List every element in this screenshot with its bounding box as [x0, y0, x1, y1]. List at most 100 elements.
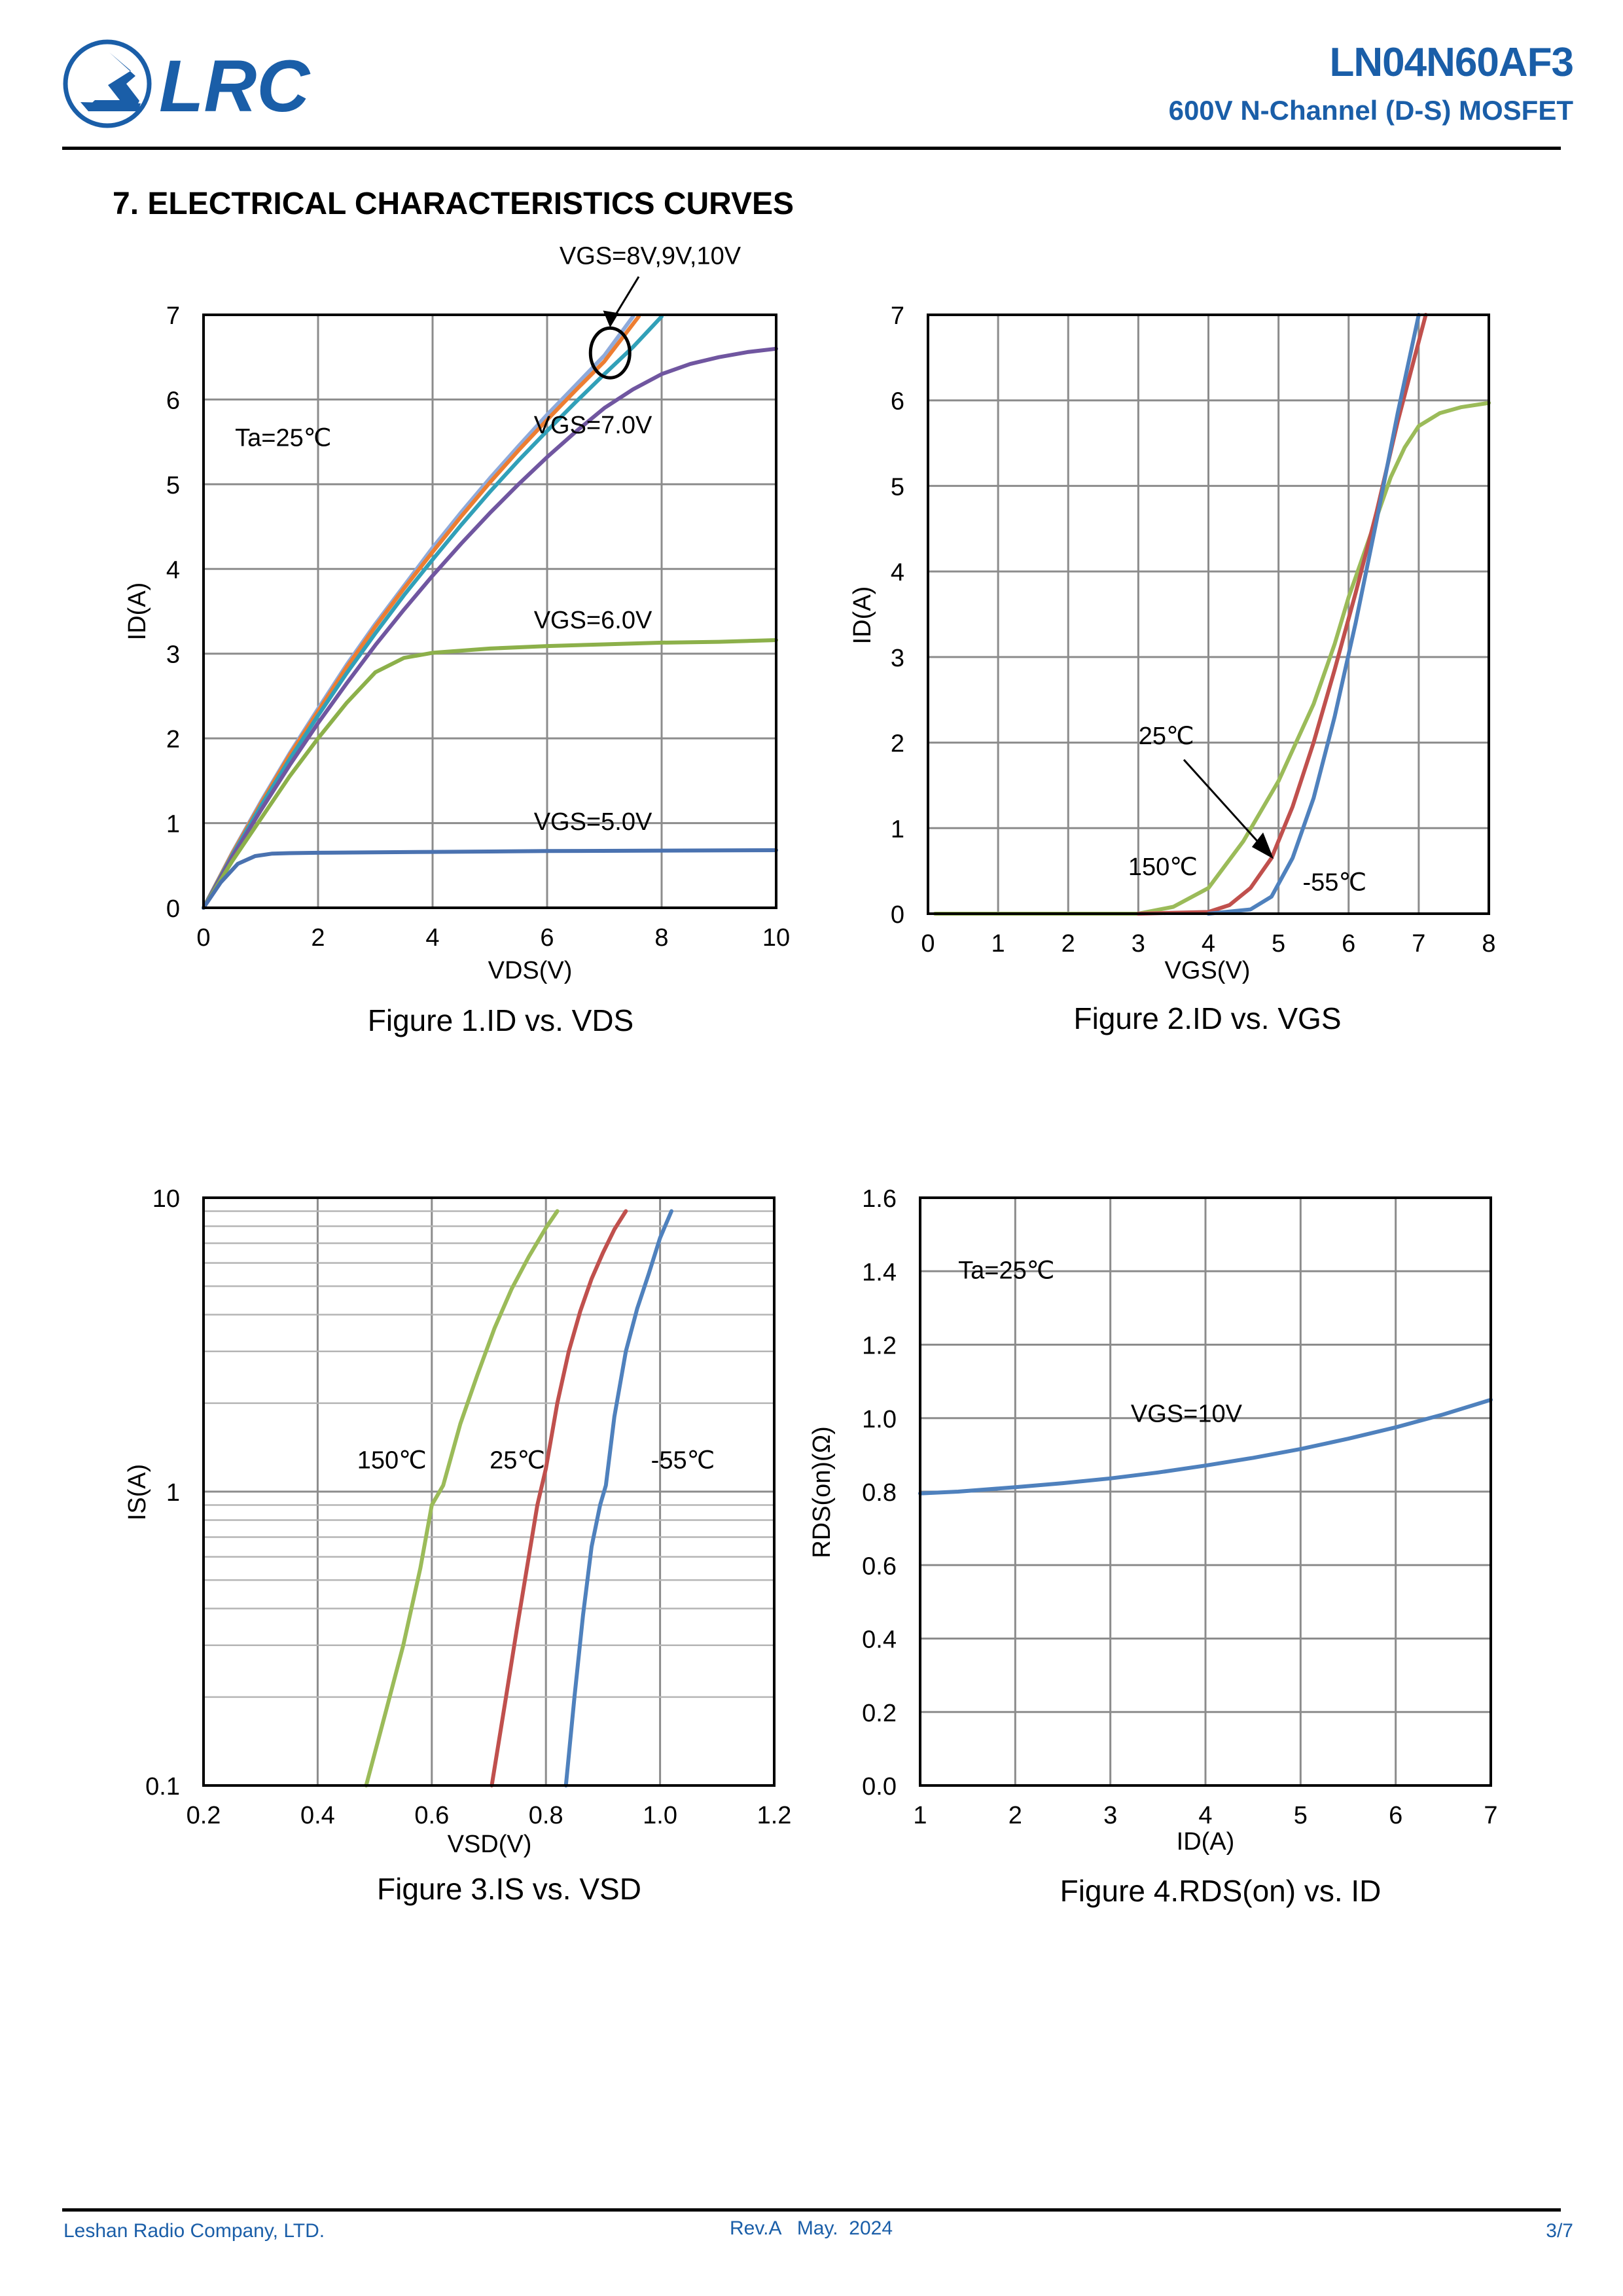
x-tick-label: 7 — [1484, 1802, 1497, 1829]
footer-revision: Rev.A May. 2024 — [730, 2217, 893, 2239]
x-axis-label: VDS(V) — [488, 957, 573, 984]
figure-caption: Figure 1.ID vs. VDS — [368, 1003, 633, 1037]
series-line-25 — [1136, 313, 1428, 916]
x-tick-label: 8 — [1482, 930, 1495, 958]
x-tick-label: 4 — [425, 924, 439, 952]
x-tick-label: 6 — [540, 924, 554, 952]
x-tick-label: 8 — [654, 924, 668, 952]
chart-annotation: 25℃ — [1139, 723, 1194, 750]
y-tick-label: 3 — [891, 645, 904, 672]
series-line-vgs10v — [918, 1397, 1493, 1496]
figure-1-id-vs-vds: 0 2 4 6 8 10 0 1 2 3 4 5 6 7 VDS(V) ID(A) Figure 1.ID vs… — [124, 242, 790, 1037]
y-tick-label: 0.2 — [862, 1700, 897, 1727]
x-tick-label: 1.0 — [643, 1802, 677, 1829]
x-tick-label: 0.6 — [414, 1802, 449, 1829]
footer-company: Leshan Radio Company, LTD. — [63, 2220, 325, 2242]
x-axis-label: VSD(V) — [448, 1831, 532, 1858]
y-tick-label: 1 — [166, 811, 180, 838]
series-line-55 — [1206, 313, 1421, 916]
x-tick-label: 2 — [311, 924, 325, 952]
y-tick-label: 0.1 — [145, 1773, 180, 1801]
x-tick-label: 2 — [1061, 930, 1075, 958]
y-tick-label: 5 — [166, 472, 180, 499]
chart-annotation: VGS=8V,9V,10V — [560, 242, 741, 270]
x-tick-label: 2 — [1008, 1802, 1022, 1829]
x-tick-label: 3 — [1132, 930, 1145, 958]
x-tick-label: 0.8 — [529, 1802, 563, 1829]
figure-caption: Figure 2.ID vs. VGS — [1073, 1001, 1341, 1035]
chart-annotation: VGS=5.0V — [534, 808, 652, 836]
y-tick-label: 1.6 — [862, 1185, 897, 1213]
plot-frame — [919, 1196, 1492, 1787]
chart-annotation: 25℃ — [490, 1446, 545, 1474]
plot-frame — [202, 314, 777, 909]
x-axis-label: ID(A) — [1177, 1828, 1235, 1856]
figure-caption: Figure 3.IS vs. VSD — [377, 1872, 641, 1906]
figure-caption: Figure 4.RDS(on) vs. ID — [1060, 1874, 1382, 1908]
x-tick-label: 4 — [1198, 1802, 1212, 1829]
chart-annotation: Ta=25℃ — [235, 425, 331, 452]
x-tick-label: 0 — [196, 924, 210, 952]
callout-ellipse — [588, 326, 632, 380]
x-tick-label: 6 — [1342, 930, 1355, 958]
plot-frame — [927, 314, 1490, 915]
x-tick-label: 1 — [913, 1802, 927, 1829]
y-tick-label: 4 — [166, 556, 180, 584]
chart-annotation: 150℃ — [357, 1446, 427, 1474]
y-axis-label: RDS(on)(Ω) — [808, 1426, 836, 1558]
y-tick-label: 6 — [891, 388, 904, 416]
x-tick-label: 5 — [1272, 930, 1285, 958]
series-line-vgs7.0v — [202, 346, 778, 910]
y-axis-label: ID(A) — [124, 583, 151, 641]
footer-page-number: 3/7 — [1546, 2220, 1573, 2242]
lrc-logo: LRC — [62, 38, 317, 130]
y-tick-label: 5 — [891, 473, 904, 501]
x-tick-label: 0.2 — [187, 1802, 221, 1829]
svg-text:LRC: LRC — [159, 45, 311, 127]
callout-arrow-head — [1251, 832, 1274, 859]
y-tick-label: 0 — [166, 895, 180, 923]
chart-annotation: Ta=25℃ — [958, 1257, 1054, 1284]
header-divider — [62, 147, 1561, 150]
y-tick-label: 1 — [166, 1479, 180, 1507]
x-tick-label: 0 — [921, 930, 935, 958]
x-tick-label: 0.4 — [300, 1802, 335, 1829]
y-tick-label: 0.0 — [862, 1773, 897, 1801]
x-tick-label: 6 — [1389, 1802, 1402, 1829]
chart-annotation: -55℃ — [1303, 869, 1367, 897]
figure-3-is-vs-vsd: 0.2 0.4 0.6 0.8 1.0 1.2 0.1 1 10 VSD(V) IS(A) Figur… — [124, 1185, 791, 1906]
y-tick-label: 2 — [891, 730, 904, 758]
x-tick-label: 10 — [762, 924, 790, 952]
y-tick-label: 0 — [891, 901, 904, 929]
y-tick-label: 1.0 — [862, 1406, 897, 1433]
plot-frame — [202, 1196, 776, 1787]
figure-4-rdson-vs-id: 1 2 3 4 5 6 7 0.0 0.2 0.4 0.6 0.8 1.0 1.2 1.4 1.6 ID(A) R… — [808, 1185, 1498, 1908]
section-title: 7. ELECTRICAL CHARACTERISTICS CURVES — [113, 187, 794, 221]
chart-annotation: VGS=7.0V — [534, 412, 652, 439]
x-tick-label: 7 — [1412, 930, 1425, 958]
y-tick-label: 7 — [891, 302, 904, 330]
y-tick-label: 10 — [152, 1185, 180, 1213]
y-tick-label: 4 — [891, 559, 904, 586]
y-tick-label: 3 — [166, 641, 180, 669]
x-tick-label: 3 — [1103, 1802, 1117, 1829]
chart-annotation: VGS=6.0V — [534, 607, 652, 634]
y-tick-label: 1.4 — [862, 1259, 897, 1286]
series-line-150 — [933, 401, 1491, 916]
y-axis-label: ID(A) — [849, 586, 876, 645]
figure-2-id-vs-vgs: 0 1 2 3 4 5 6 7 8 0 1 2 3 4 5 6 7 VGS(V) ID(A) Figure 2.ID … — [849, 302, 1496, 1035]
x-tick-label: 4 — [1202, 930, 1215, 958]
y-tick-label: 7 — [166, 302, 180, 330]
chart-annotation: 150℃ — [1128, 853, 1198, 881]
callout-arrow-line — [1183, 759, 1262, 846]
chart-annotation: VGS=10V — [1131, 1400, 1243, 1427]
series-line-vgs5.0v — [202, 848, 778, 910]
y-tick-label: 2 — [166, 726, 180, 753]
series-line-150 — [364, 1209, 560, 1787]
callout-arrow-line — [612, 276, 640, 320]
device-subtitle: 600V N-Channel (D-S) MOSFET — [1168, 95, 1573, 126]
callout-arrow-head — [603, 310, 619, 328]
series-line-55 — [563, 1209, 673, 1787]
x-tick-label: 1.2 — [757, 1802, 792, 1829]
